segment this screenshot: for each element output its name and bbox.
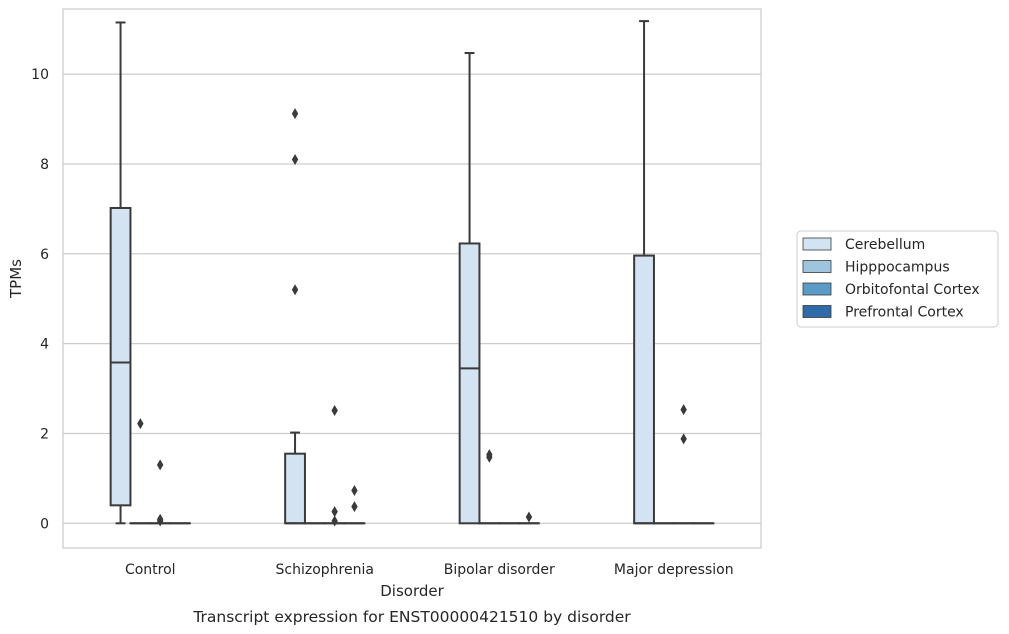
outlier-point	[680, 433, 687, 445]
outlier-point	[331, 515, 338, 527]
legend: Cerebellum Hipppocampus Orbitofontal Corte…	[796, 230, 999, 328]
box-cerebellum	[633, 20, 655, 525]
box-orbitofontal-cortex	[672, 404, 695, 525]
box-iqr	[284, 452, 306, 525]
outlier-point	[156, 459, 164, 471]
outlier-point	[331, 405, 338, 417]
outlier-point	[351, 485, 358, 497]
x-tick-label: Major depression	[614, 562, 734, 578]
outlier-point	[291, 153, 299, 165]
box-cerebellum	[284, 108, 306, 525]
y-tick-label: 2	[40, 426, 49, 442]
box-prefrontal-cortex	[343, 485, 366, 525]
x-tick-label: Bipolar disorder	[444, 562, 555, 578]
outlier-point	[291, 284, 299, 296]
outlier-point	[331, 506, 338, 518]
box-prefrontal-cortex	[518, 511, 540, 525]
legend-label: Cerebellum	[845, 237, 925, 253]
outlier-point	[291, 108, 299, 120]
legend-swatch	[802, 282, 832, 296]
legend-label: Hipppocampus	[845, 260, 950, 276]
legend-swatch	[802, 260, 832, 273]
x-tick-label: Control	[125, 562, 176, 578]
legend-label: Prefrontal Cortex	[845, 305, 964, 321]
legend-label: Orbitofontal Cortex	[845, 282, 980, 298]
gridlines	[63, 73, 761, 524]
y-tick-label: 10	[31, 67, 49, 83]
outlier-point	[525, 511, 533, 523]
box-hipppocampus	[129, 418, 152, 525]
box-iqr	[109, 206, 132, 507]
x-tick-label: Schizophrenia	[276, 562, 374, 578]
y-tick-label: 0	[40, 516, 49, 532]
plot-area-frame	[62, 8, 762, 549]
outlier-point	[486, 449, 493, 461]
x-axis-label: Disorder	[380, 582, 444, 600]
legend-swatch	[802, 305, 832, 318]
legend-swatch	[802, 237, 832, 251]
outlier-point	[156, 513, 164, 525]
box-iqr	[458, 242, 481, 525]
y-axis-label: TPMs	[7, 259, 25, 299]
outlier-point	[680, 404, 687, 416]
y-tick-labels: 0 2 4 6 8 10	[31, 67, 49, 532]
box-cerebellum	[109, 21, 132, 525]
chart-caption: Transcript expression for ENST0000042151…	[192, 608, 631, 626]
legend-frame	[796, 230, 999, 328]
y-tick-label: 6	[40, 247, 49, 263]
box-cerebellum	[458, 52, 481, 525]
box-iqr	[633, 254, 655, 525]
y-tick-label: 8	[40, 157, 49, 173]
y-tick-label: 4	[40, 337, 49, 353]
box-plots	[109, 20, 715, 527]
box-orbitofontal-cortex	[323, 405, 346, 527]
box-orbitofontal-cortex	[149, 459, 172, 527]
box-hipppocampus	[478, 449, 501, 525]
x-tick-labels: Control Schizophrenia Bipolar disorder Majo…	[125, 562, 734, 578]
outlier-point	[137, 418, 144, 430]
outlier-point	[351, 501, 358, 513]
